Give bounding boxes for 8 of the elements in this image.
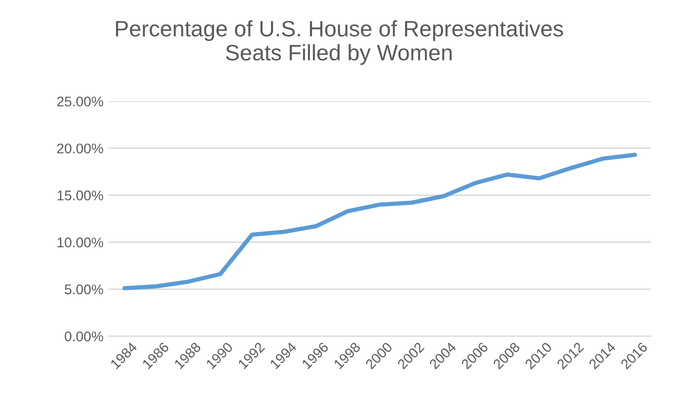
y-tick-label: 25.00% xyxy=(57,96,104,106)
y-tick-label: 10.00% xyxy=(58,238,104,248)
line-series xyxy=(122,152,638,290)
chart-title: Percentage of U.S. House of Representatives Seats Filled by Women xyxy=(116,20,564,65)
y-tick-label: 0.00% xyxy=(64,331,104,342)
y-tick-label: 20.00% xyxy=(57,144,104,154)
y-tick-label: 15.00% xyxy=(58,190,104,200)
y-tick-label: 5.00% xyxy=(64,284,104,294)
